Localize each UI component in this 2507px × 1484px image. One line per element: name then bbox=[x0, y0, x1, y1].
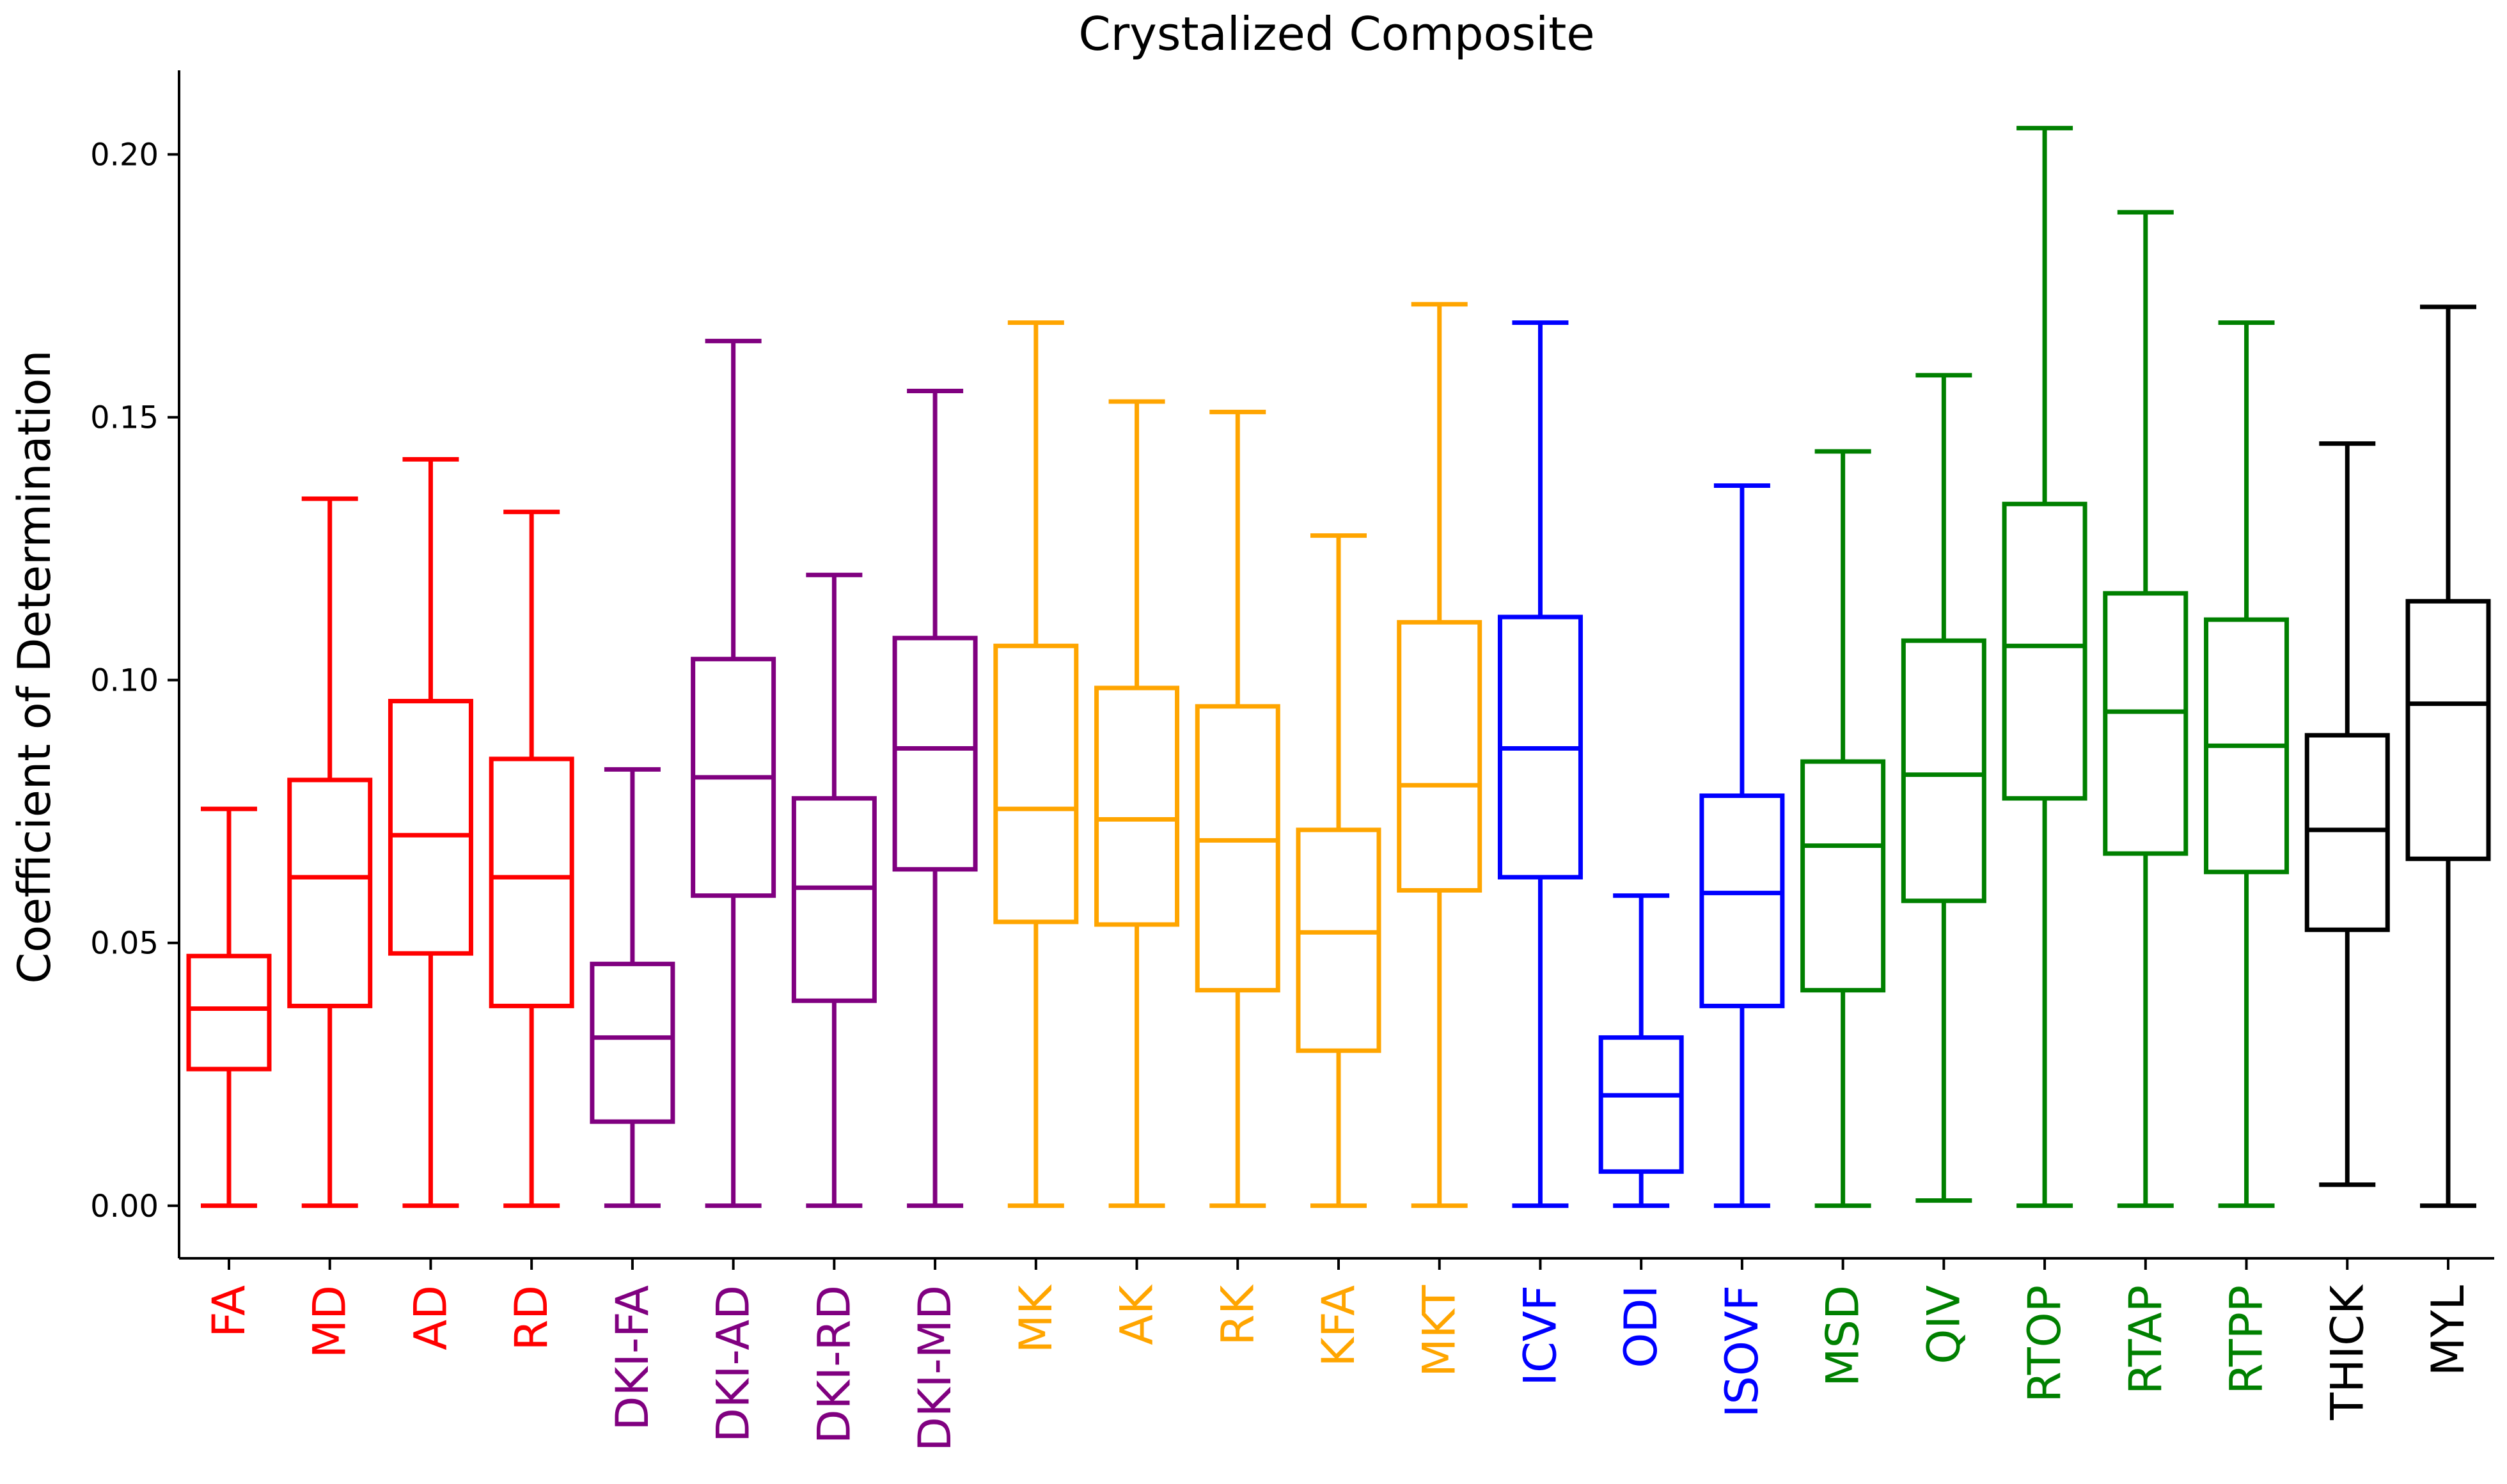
x-tick-label-mk: MK bbox=[1010, 1284, 1062, 1353]
iqr-box bbox=[2103, 591, 2189, 856]
x-tick-label-ak: AK bbox=[1111, 1284, 1163, 1345]
iqr-box bbox=[1699, 793, 1785, 1008]
box-odi bbox=[1598, 893, 1684, 1208]
box-msd bbox=[1800, 449, 1886, 1208]
y-axis-label: Coefficient of Determination bbox=[8, 350, 61, 983]
box-myl bbox=[2405, 304, 2491, 1208]
x-tick-label-qiv: QIV bbox=[1917, 1285, 1970, 1364]
x-tick-label-dki-fa: DKI-FA bbox=[606, 1285, 659, 1431]
box-ak bbox=[1094, 399, 1180, 1208]
x-tick-label-dki-rd: DKI-RD bbox=[808, 1285, 860, 1444]
box-dki-ad bbox=[691, 338, 776, 1208]
x-ticks: FA MD AD RD DKI-FA DKI-AD DKI-RD DKI-MD MK AK RK KF… bbox=[203, 1258, 2474, 1451]
x-tick-label-rtap: RTAP bbox=[2119, 1285, 2172, 1394]
iqr-box bbox=[1800, 759, 1886, 993]
x-tick-label-mkt: MKT bbox=[1413, 1285, 1466, 1377]
y-tick-label: 0.10 bbox=[90, 663, 159, 699]
box-fa bbox=[186, 806, 272, 1208]
iqr-box bbox=[388, 699, 473, 956]
box-rtop bbox=[2002, 125, 2087, 1208]
y-tick-label: 0.15 bbox=[90, 400, 159, 436]
x-tick-label-myl: MYL bbox=[2422, 1285, 2474, 1376]
x-tick-label-thick: THICK bbox=[2321, 1284, 2373, 1421]
axes bbox=[178, 70, 2494, 1260]
boxes bbox=[186, 125, 2491, 1208]
y-ticks: 0.00 0.05 0.10 0.15 0.20 bbox=[90, 137, 179, 1224]
box-rtap bbox=[2103, 210, 2189, 1208]
iqr-box bbox=[1195, 704, 1280, 993]
iqr-box bbox=[186, 953, 272, 1072]
iqr-box bbox=[489, 756, 574, 1008]
box-kfa bbox=[1296, 533, 1381, 1208]
x-tick-label-icvf: ICVF bbox=[1514, 1285, 1566, 1386]
iqr-box bbox=[287, 777, 373, 1008]
iqr-box bbox=[791, 796, 877, 1003]
box-ad bbox=[388, 457, 473, 1208]
box-qiv bbox=[1901, 373, 1986, 1203]
box-rd bbox=[489, 510, 574, 1208]
x-tick-label-md: MD bbox=[304, 1285, 356, 1358]
x-tick-label-odi: ODI bbox=[1615, 1285, 1667, 1368]
y-tick-label: 0.05 bbox=[90, 926, 159, 962]
iqr-box bbox=[1094, 685, 1180, 927]
box-rk bbox=[1195, 409, 1280, 1208]
iqr-box bbox=[2405, 598, 2491, 861]
box-md bbox=[287, 496, 373, 1208]
iqr-box bbox=[590, 962, 675, 1124]
x-tick-label-rtpp: RTPP bbox=[2220, 1285, 2273, 1394]
box-isovf bbox=[1699, 483, 1785, 1208]
x-tick-label-rk: RK bbox=[1211, 1284, 1264, 1346]
y-tick-label: 0.20 bbox=[90, 137, 159, 173]
x-tick-label-ad: AD bbox=[404, 1285, 457, 1350]
box-rtpp bbox=[2204, 320, 2290, 1208]
box-dki-md bbox=[892, 388, 978, 1208]
x-tick-label-dki-md: DKI-MD bbox=[909, 1285, 961, 1451]
iqr-box bbox=[1598, 1035, 1684, 1174]
iqr-box bbox=[1901, 638, 1986, 903]
x-tick-label-kfa: KFA bbox=[1312, 1285, 1365, 1367]
iqr-box bbox=[2002, 501, 2087, 801]
x-tick-label-fa: FA bbox=[203, 1285, 255, 1338]
x-tick-label-rd: RD bbox=[505, 1285, 558, 1351]
x-tick-label-isovf: ISOVF bbox=[1716, 1285, 1768, 1418]
box-mkt bbox=[1397, 302, 1482, 1208]
x-tick-label-dki-ad: DKI-AD bbox=[707, 1285, 760, 1442]
x-tick-label-rtop: RTOP bbox=[2018, 1285, 2071, 1403]
box-thick bbox=[2304, 441, 2390, 1187]
box-dki-rd bbox=[791, 572, 877, 1208]
chart-title: Crystalized Composite bbox=[1078, 7, 1594, 61]
y-tick-label: 0.00 bbox=[90, 1189, 159, 1224]
x-tick-label-msd: MSD bbox=[1817, 1285, 1869, 1387]
iqr-box bbox=[993, 643, 1079, 925]
box-dki-fa bbox=[590, 767, 675, 1208]
iqr-box bbox=[892, 636, 978, 872]
iqr-box bbox=[1296, 827, 1381, 1053]
iqr-box bbox=[2304, 733, 2390, 932]
box-mk bbox=[993, 320, 1079, 1208]
iqr-box bbox=[1397, 620, 1482, 893]
box-icvf bbox=[1497, 320, 1583, 1208]
